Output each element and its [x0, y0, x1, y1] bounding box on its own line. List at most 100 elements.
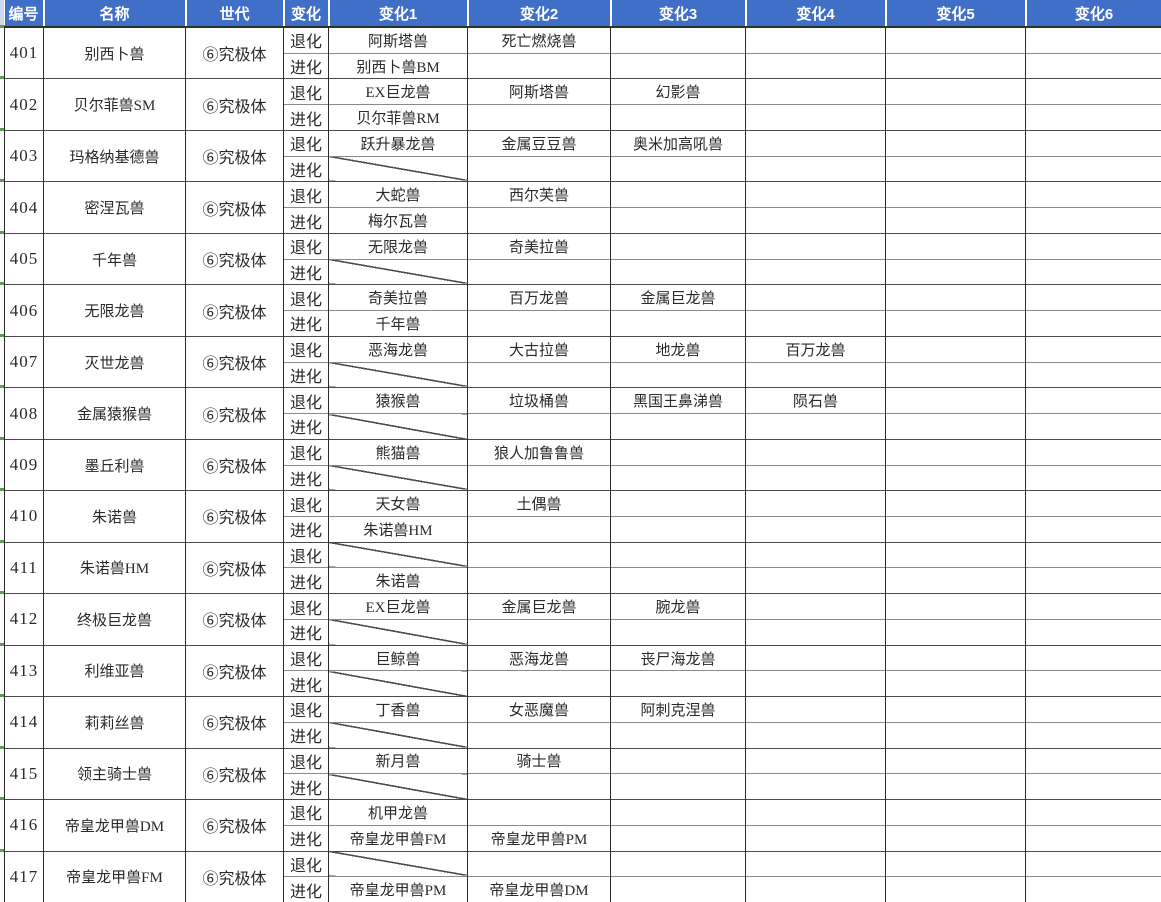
- cell-change-5[interactable]: [885, 232, 1026, 260]
- cell-number[interactable]: 406: [4, 284, 44, 337]
- cell-change-5[interactable]: [885, 207, 1026, 234]
- cell-change-type[interactable]: 进化: [283, 773, 329, 800]
- cell-change-3[interactable]: [610, 773, 746, 800]
- cell-change-6[interactable]: [1025, 78, 1161, 105]
- cell-change-6[interactable]: [1025, 361, 1161, 388]
- cell-change-type[interactable]: 进化: [283, 413, 329, 440]
- cell-change-4[interactable]: [745, 232, 886, 260]
- cell-change-2[interactable]: [467, 799, 611, 826]
- cell-change-2[interactable]: [467, 618, 611, 646]
- cell-change-1[interactable]: 新月兽: [328, 747, 468, 774]
- cell-change-type[interactable]: 退化: [283, 27, 329, 54]
- cell-change-5[interactable]: [885, 258, 1026, 285]
- cell-change-3[interactable]: [610, 207, 746, 234]
- cell-change-type[interactable]: 进化: [283, 258, 329, 285]
- cell-change-1[interactable]: [328, 670, 468, 697]
- cell-number[interactable]: 401: [4, 27, 44, 79]
- cell-change-4[interactable]: 百万龙兽: [745, 335, 886, 363]
- cell-number[interactable]: 402: [4, 78, 44, 131]
- cell-change-6[interactable]: [1025, 413, 1161, 440]
- cell-name[interactable]: 别西卜兽: [43, 27, 186, 79]
- cell-change-type[interactable]: 退化: [283, 696, 329, 723]
- cell-change-5[interactable]: [885, 747, 1026, 774]
- cell-change-4[interactable]: [745, 773, 886, 800]
- cell-change-type[interactable]: 进化: [283, 876, 329, 902]
- cell-change-2[interactable]: [467, 413, 611, 440]
- cell-change-5[interactable]: [885, 850, 1026, 877]
- cell-change-5[interactable]: [885, 284, 1026, 311]
- cell-change-1[interactable]: 千年兽: [328, 310, 468, 337]
- column-header-change4[interactable]: 变化4: [745, 0, 887, 28]
- cell-change-4[interactable]: [745, 490, 886, 517]
- cell-change-type[interactable]: 退化: [283, 181, 329, 208]
- cell-change-4[interactable]: [745, 876, 886, 902]
- cell-change-4[interactable]: [745, 310, 886, 337]
- cell-number[interactable]: 404: [4, 181, 44, 234]
- cell-number[interactable]: 411: [4, 541, 44, 594]
- cell-change-3[interactable]: 奥米加高吼兽: [610, 129, 746, 157]
- cell-change-1[interactable]: [328, 773, 468, 800]
- cell-change-1[interactable]: 跃升暴龙兽: [328, 129, 468, 157]
- cell-change-3[interactable]: [610, 258, 746, 285]
- cell-change-4[interactable]: [745, 155, 886, 182]
- cell-change-6[interactable]: [1025, 721, 1161, 749]
- cell-change-type[interactable]: 进化: [283, 464, 329, 491]
- cell-change-3[interactable]: 腕龙兽: [610, 593, 746, 620]
- cell-change-1[interactable]: 阿斯塔兽: [328, 27, 468, 54]
- cell-change-5[interactable]: [885, 799, 1026, 826]
- cell-change-type[interactable]: 进化: [283, 310, 329, 337]
- cell-change-type[interactable]: 退化: [283, 541, 329, 568]
- cell-change-1[interactable]: 无限龙兽: [328, 232, 468, 260]
- cell-name[interactable]: 朱诺兽HM: [43, 541, 186, 594]
- cell-change-type[interactable]: 退化: [283, 438, 329, 465]
- cell-change-1[interactable]: EX巨龙兽: [328, 78, 468, 105]
- cell-change-4[interactable]: [745, 747, 886, 774]
- cell-change-6[interactable]: [1025, 181, 1161, 208]
- cell-change-5[interactable]: [885, 670, 1026, 697]
- cell-change-2[interactable]: 垃圾桶兽: [467, 387, 611, 414]
- cell-change-3[interactable]: [610, 850, 746, 877]
- cell-change-3[interactable]: [610, 181, 746, 208]
- cell-change-3[interactable]: [610, 721, 746, 749]
- column-header-change3[interactable]: 变化3: [610, 0, 747, 28]
- cell-name[interactable]: 帝皇龙甲兽DM: [43, 799, 186, 852]
- cell-change-type[interactable]: 退化: [283, 387, 329, 414]
- cell-number[interactable]: 414: [4, 696, 44, 749]
- cell-change-type[interactable]: 进化: [283, 104, 329, 131]
- cell-change-2[interactable]: [467, 310, 611, 337]
- cell-number[interactable]: 417: [4, 850, 44, 902]
- cell-change-3[interactable]: [610, 515, 746, 543]
- cell-change-1[interactable]: [328, 721, 468, 749]
- cell-number[interactable]: 408: [4, 387, 44, 440]
- cell-generation[interactable]: ⑥究极体: [185, 541, 284, 594]
- cell-generation[interactable]: ⑥究极体: [185, 78, 284, 131]
- cell-change-1[interactable]: 恶海龙兽: [328, 335, 468, 363]
- cell-change-6[interactable]: [1025, 232, 1161, 260]
- cell-change-2[interactable]: [467, 773, 611, 800]
- cell-generation[interactable]: ⑥究极体: [185, 593, 284, 646]
- cell-change-type[interactable]: 退化: [283, 129, 329, 157]
- cell-change-5[interactable]: [885, 438, 1026, 465]
- cell-change-3[interactable]: [610, 541, 746, 568]
- cell-change-5[interactable]: [885, 541, 1026, 568]
- cell-number[interactable]: 405: [4, 232, 44, 285]
- cell-change-6[interactable]: [1025, 670, 1161, 697]
- cell-change-type[interactable]: 进化: [283, 515, 329, 543]
- cell-change-6[interactable]: [1025, 696, 1161, 723]
- cell-change-3[interactable]: [610, 799, 746, 826]
- cell-change-3[interactable]: [610, 464, 746, 491]
- cell-change-5[interactable]: [885, 824, 1026, 852]
- cell-change-2[interactable]: 帝皇龙甲兽DM: [467, 876, 611, 902]
- cell-change-type[interactable]: 退化: [283, 850, 329, 877]
- cell-change-5[interactable]: [885, 310, 1026, 337]
- cell-number[interactable]: 412: [4, 593, 44, 646]
- cell-change-type[interactable]: 进化: [283, 618, 329, 646]
- cell-change-3[interactable]: 黑国王鼻涕兽: [610, 387, 746, 414]
- cell-change-4[interactable]: [745, 438, 886, 465]
- cell-change-5[interactable]: [885, 129, 1026, 157]
- cell-change-2[interactable]: [467, 155, 611, 182]
- cell-change-6[interactable]: [1025, 773, 1161, 800]
- cell-change-5[interactable]: [885, 696, 1026, 723]
- cell-change-1[interactable]: 丁香兽: [328, 696, 468, 723]
- cell-change-3[interactable]: 金属巨龙兽: [610, 284, 746, 311]
